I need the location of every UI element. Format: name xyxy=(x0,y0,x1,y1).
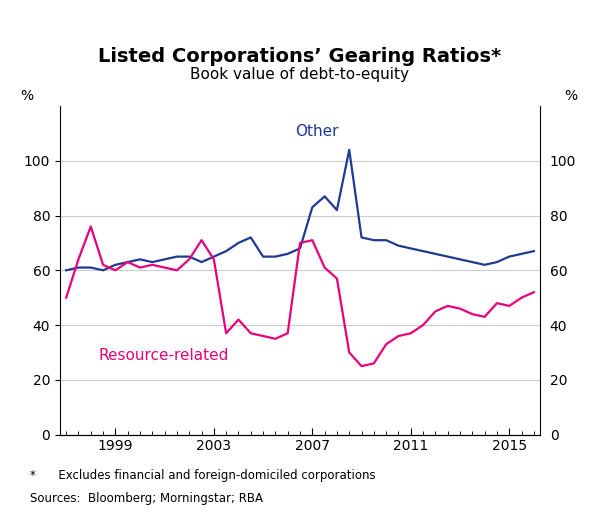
Text: %: % xyxy=(20,89,33,103)
Text: Listed Corporations’ Gearing Ratios*: Listed Corporations’ Gearing Ratios* xyxy=(98,47,502,66)
Text: Book value of debt-to-equity: Book value of debt-to-equity xyxy=(191,67,409,82)
Text: *      Excludes financial and foreign-domiciled corporations: * Excludes financial and foreign-domicil… xyxy=(30,469,376,482)
Text: %: % xyxy=(565,89,578,103)
Text: Resource-related: Resource-related xyxy=(98,348,229,364)
Text: Other: Other xyxy=(295,124,338,139)
Text: Sources:  Bloomberg; Morningstar; RBA: Sources: Bloomberg; Morningstar; RBA xyxy=(30,492,263,505)
